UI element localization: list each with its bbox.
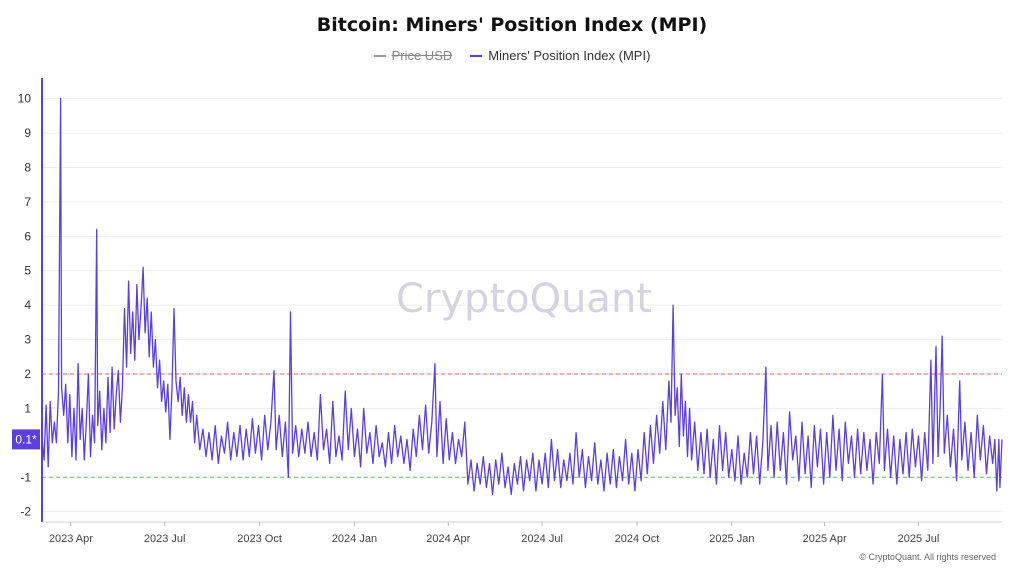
series-line-mpi <box>41 98 1003 496</box>
x-tick-label: 2025 Jan <box>709 533 754 545</box>
legend-swatch-price <box>373 54 386 57</box>
current-value-box <box>12 429 40 450</box>
chart-legend: Price USD Miners' Position Index (MPI) <box>0 48 1024 63</box>
y-tick-label: 7 <box>24 195 31 209</box>
x-tick-label: 2024 Oct <box>615 533 660 545</box>
legend-label-price: Price USD <box>391 48 453 63</box>
legend-swatch-mpi <box>470 54 483 57</box>
x-tick-label: 2023 Jul <box>144 533 186 545</box>
y-tick-label: 9 <box>24 126 31 140</box>
y-tick-label: 3 <box>24 333 31 347</box>
copyright-footer: © CryptoQuant. All rights reserved <box>859 552 996 562</box>
x-tick-label: 2023 Oct <box>237 533 282 545</box>
current-value-text: 0.1* <box>15 432 37 446</box>
x-tick-label: 2025 Apr <box>803 533 847 545</box>
x-tick-label: 2023 Apr <box>49 533 93 545</box>
y-tick-label: 8 <box>24 160 31 174</box>
reference-lines <box>42 373 1002 478</box>
current-value-label: 0.1* <box>12 429 40 450</box>
y-tick-label: 5 <box>24 264 31 278</box>
y-tick-label: 2 <box>24 367 31 381</box>
grid-lines <box>42 98 1002 513</box>
x-tick-label: 2024 Jul <box>521 533 563 545</box>
y-tick-label: 6 <box>24 229 31 243</box>
y-tick-label: -2 <box>20 505 31 519</box>
chart-title: Bitcoin: Miners' Position Index (MPI) <box>316 14 708 36</box>
x-tick-label: 2024 Apr <box>426 533 470 545</box>
legend-label-mpi: Miners' Position Index (MPI) <box>488 48 651 63</box>
x-tick-label: 2025 Jul <box>898 533 940 545</box>
y-tick-label: -1 <box>20 470 31 484</box>
y-tick-label: 4 <box>24 298 31 312</box>
y-tick-label: 10 <box>18 92 32 106</box>
x-tick-label: 2024 Jan <box>332 533 377 545</box>
x-axis-ticks: 2023 Apr 2023 Jul 2023 Oct 2024 Jan 2024 Apr… <box>49 522 939 545</box>
legend-item-mpi[interactable]: Miners' Position Index (MPI) <box>470 48 650 63</box>
y-axis-ticks: -2 -1 1 2 3 4 5 6 7 8 9 10 <box>18 92 32 519</box>
watermark: CryptoQuant <box>396 276 652 322</box>
y-tick-label: 1 <box>24 401 31 415</box>
legend-item-price-usd[interactable]: Price USD <box>373 48 453 63</box>
